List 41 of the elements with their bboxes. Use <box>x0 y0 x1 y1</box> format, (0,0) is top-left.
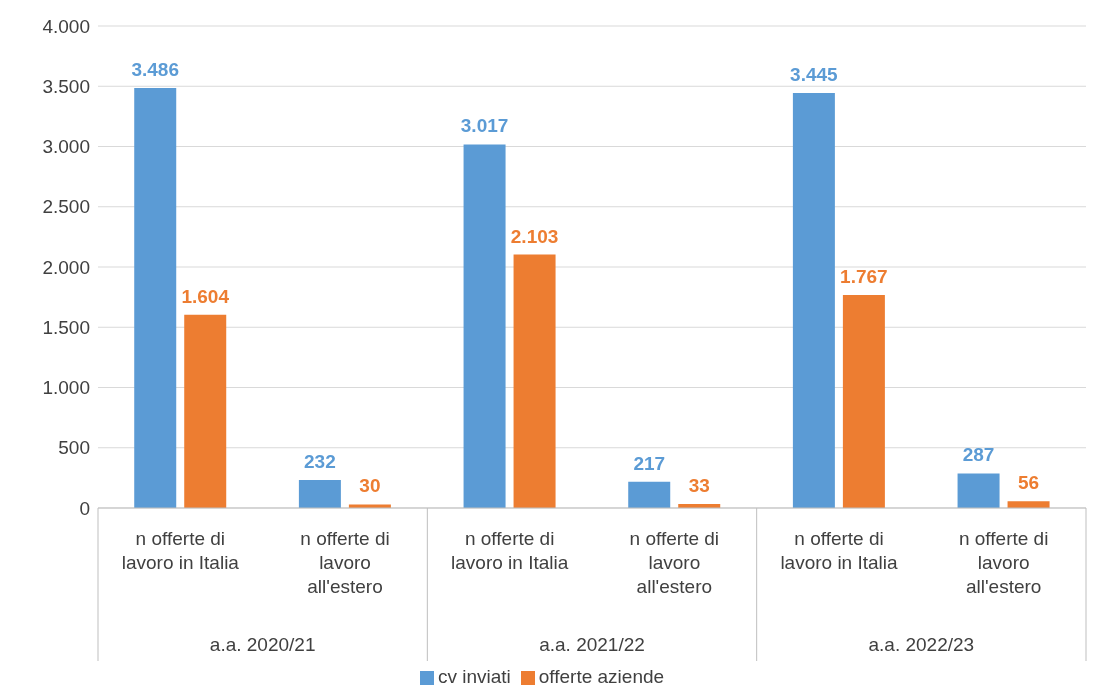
legend-label: offerte aziende <box>538 666 665 687</box>
data-label: 217 <box>633 452 666 474</box>
data-label: 3.486 <box>131 58 179 80</box>
y-tick-label: 2.500 <box>42 196 90 218</box>
bar <box>513 254 556 508</box>
x-tick-label: n offerte di lavoro in Italia <box>780 528 899 573</box>
x-tick-label: n offerte di lavoro in Italia <box>121 528 240 573</box>
bar <box>184 314 227 508</box>
text: a.a. 2021/22 <box>539 634 645 655</box>
data-label: 287 <box>962 444 995 466</box>
bar <box>134 87 177 508</box>
x-tick-label: n offerte di lavoro all'estero <box>300 528 390 597</box>
bar <box>792 92 835 508</box>
data-label: 56 <box>1017 472 1040 494</box>
y-tick-label: 3.500 <box>42 76 90 97</box>
x-tick-label: n offerte di lavoro all'estero <box>629 528 720 597</box>
data-label: 3.017 <box>460 115 509 137</box>
bar <box>842 295 885 508</box>
data-label: 3.445 <box>790 63 839 85</box>
text: a.a. 2022/23 <box>868 634 975 655</box>
y-tick-label: 1.000 <box>42 377 90 399</box>
y-tick-label: 1.500 <box>42 316 90 338</box>
y-tick-label: 2.000 <box>42 256 90 278</box>
y-tick-label: 500 <box>58 437 90 459</box>
x-tick-label: n offerte di lavoro in Italia <box>451 528 569 573</box>
bar <box>463 144 506 508</box>
text: a.a. 2020/21 <box>209 634 316 655</box>
legend-label: cv inviati <box>437 666 511 687</box>
bar <box>298 480 341 508</box>
data-label: 232 <box>304 451 336 473</box>
y-tick-label: 4.000 <box>42 15 90 37</box>
data-label: 33 <box>688 475 710 497</box>
x-tick-label: n offerte di lavoro all'estero <box>958 528 1049 597</box>
y-tick-label: 0 <box>79 497 90 519</box>
data-label: 30 <box>359 475 381 497</box>
bar <box>628 481 671 508</box>
bar <box>957 473 1000 508</box>
data-label: 1.767 <box>840 266 888 288</box>
y-tick-label: 3.000 <box>42 136 90 158</box>
data-label: 2.103 <box>510 225 559 247</box>
data-label: 1.604 <box>181 285 230 307</box>
